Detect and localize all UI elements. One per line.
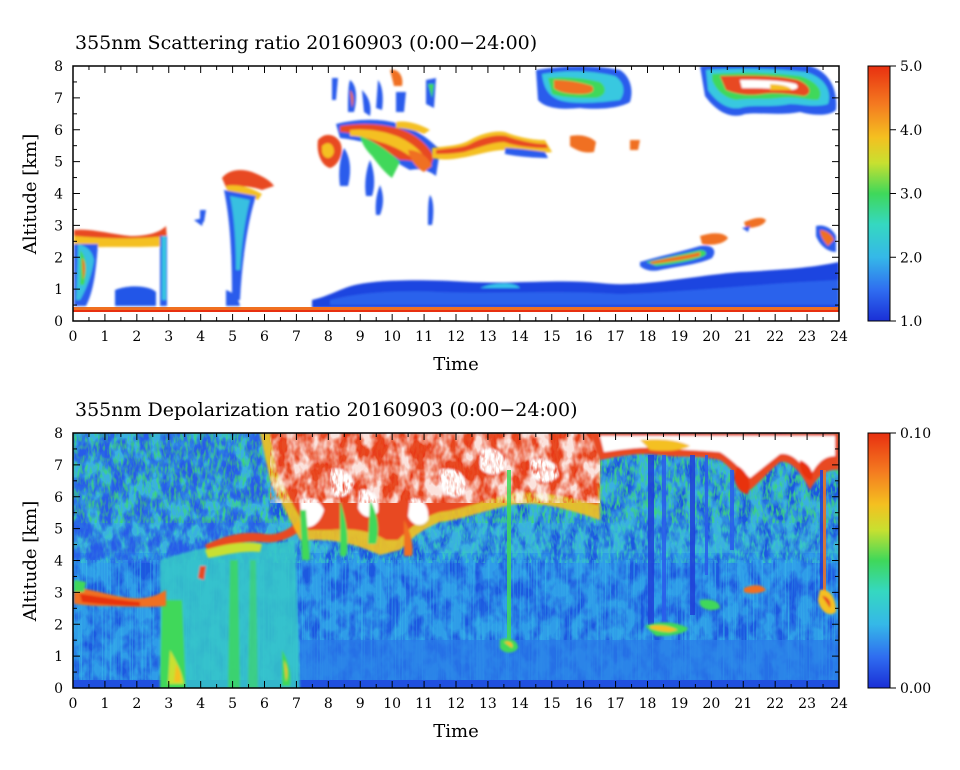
heatmap-scattering [73,66,839,321]
y-tick-label: 1 [54,649,63,665]
x-axis-label: Time [433,721,478,742]
y-tick-label: 0 [54,681,63,697]
y-tick-label: 6 [54,123,63,139]
x-tick-label: 1 [100,696,109,712]
axis-ticks: 0 1 2 3 4 5 6 7 8 9 10 11 12 13 14 15 16 17 18 19 20 21 22 23 24… [54,59,848,345]
x-tick-label: 20 [702,696,720,712]
x-tick-label: 0 [69,329,78,345]
y-tick-label: 2 [54,617,63,633]
heatmap-depolarization [73,433,839,688]
panel-title: 355nm Depolarization ratio 20160903 (0:0… [75,399,577,421]
x-tick-label: 13 [479,696,497,712]
x-tick-label: 21 [734,696,752,712]
x-tick-label: 0 [69,696,78,712]
x-tick-label: 24 [830,329,848,345]
x-tick-label: 24 [830,696,848,712]
x-tick-label: 15 [543,696,561,712]
colorbar-label: 3.0 [900,187,922,203]
y-tick-label: 8 [54,426,63,442]
x-tick-label: 20 [702,329,720,345]
panel-depolarization-ratio: 355nm Depolarization ratio 20160903 (0:0… [20,399,931,742]
x-tick-label: 16 [575,696,593,712]
x-tick-label: 18 [639,329,657,345]
x-axis-label: Time [433,354,478,375]
x-tick-label: 4 [196,329,205,345]
x-tick-label: 15 [543,329,561,345]
colorbar-label: 4.0 [900,123,922,139]
x-tick-label: 5 [228,696,237,712]
colorbar-label: 2.0 [900,250,922,266]
x-tick-label: 7 [292,329,301,345]
y-tick-label: 0 [54,314,63,330]
x-tick-label: 10 [383,696,401,712]
y-tick-label: 7 [54,458,63,474]
y-tick-label: 6 [54,490,63,506]
x-tick-label: 9 [356,329,365,345]
x-tick-label: 11 [415,696,433,712]
x-tick-label: 21 [734,329,752,345]
x-tick-label: 19 [671,329,689,345]
y-tick-label: 5 [54,155,63,171]
x-tick-label: 23 [798,329,816,345]
y-axis-label: Altitude [km] [20,501,41,623]
x-tick-label: 12 [447,696,465,712]
x-tick-label: 13 [479,329,497,345]
x-tick-label: 17 [607,329,625,345]
x-tick-label: 14 [511,329,529,345]
y-tick-label: 5 [54,522,63,538]
y-tick-label: 8 [54,59,63,75]
panel-title: 355nm Scattering ratio 20160903 (0:00−24… [75,32,537,54]
colorbar-label: 0.00 [900,681,931,697]
x-tick-label: 10 [383,329,401,345]
x-tick-label: 14 [511,696,529,712]
x-tick-label: 2 [132,329,141,345]
colorbar-label: 0.10 [900,426,931,442]
x-tick-label: 4 [196,696,205,712]
y-tick-label: 4 [54,554,63,570]
x-tick-label: 11 [415,329,433,345]
y-tick-label: 3 [54,218,63,234]
x-tick-label: 19 [671,696,689,712]
colorbar-scattering: 5.0 4.0 3.0 2.0 1.0 [867,59,922,330]
panel-scattering-ratio: 355nm Scattering ratio 20160903 (0:00−24… [20,32,922,375]
x-tick-label: 1 [100,329,109,345]
x-tick-label: 22 [766,696,784,712]
x-tick-label: 22 [766,329,784,345]
x-tick-label: 6 [260,696,269,712]
y-axis-label: Altitude [km] [20,134,41,256]
x-tick-label: 9 [356,696,365,712]
y-tick-label: 3 [54,585,63,601]
y-tick-label: 7 [54,91,63,107]
x-tick-label: 16 [575,329,593,345]
x-tick-label: 3 [164,696,173,712]
x-tick-label: 23 [798,696,816,712]
colorbar-label: 5.0 [900,59,922,75]
x-tick-label: 8 [324,329,333,345]
x-tick-label: 18 [639,696,657,712]
y-tick-label: 4 [54,187,63,203]
axis-ticks: 0 1 2 3 4 5 6 7 8 9 10 11 12 13 14 15 16 17 18 19 20 21 22 23 24… [54,426,848,712]
x-tick-label: 3 [164,329,173,345]
x-tick-label: 12 [447,329,465,345]
colorbar-label: 1.0 [900,314,922,330]
x-tick-label: 2 [132,696,141,712]
x-tick-label: 17 [607,696,625,712]
y-tick-label: 1 [54,282,63,298]
colorbar-depolarization: 0.10 0.00 [867,426,931,697]
x-tick-label: 8 [324,696,333,712]
x-tick-label: 6 [260,329,269,345]
x-tick-label: 7 [292,696,301,712]
y-tick-label: 2 [54,250,63,266]
x-tick-label: 5 [228,329,237,345]
